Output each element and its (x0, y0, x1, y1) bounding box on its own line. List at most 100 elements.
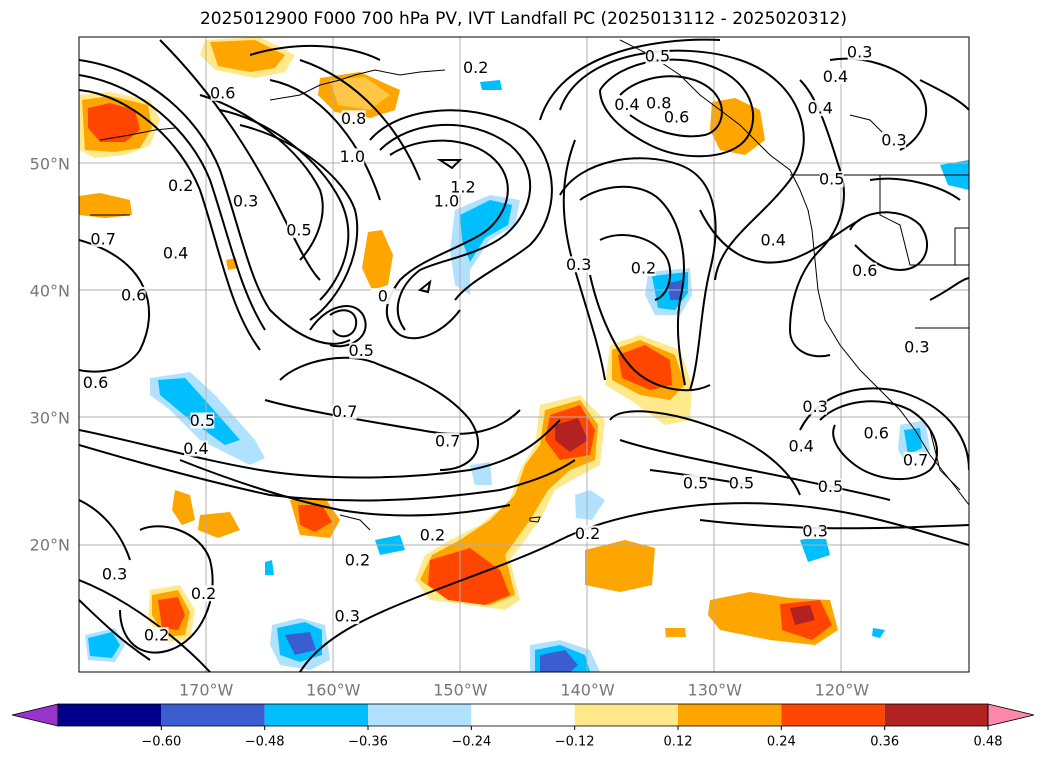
colorbar-tick-label: 0.48 (974, 735, 1003, 750)
contour-labels: 0.20.50.40.30.60.80.4 0.80.6 0.40.31.00.20… (83, 43, 930, 645)
longitude-labels: 170°W 160°W 150°W 140°W 130°W 120°W (179, 681, 869, 700)
contour-label-bg (210, 84, 235, 101)
contour-label-bg (614, 96, 639, 113)
colorbar-extend-high (987, 703, 1035, 727)
latitude-label: 40°N (30, 282, 70, 301)
contour-label: 0.5 (190, 411, 215, 430)
contour-label-bg (450, 178, 475, 195)
colorbar-segment (471, 704, 575, 726)
map-frame (78, 36, 970, 673)
longitude-label: 130°W (688, 681, 743, 700)
contour-label-bg (144, 627, 169, 644)
contour-label: 0.3 (904, 337, 929, 356)
map-title: 2025012900 F000 700 hPa PV, IVT Landfall… (199, 9, 847, 29)
contour-label-bg (434, 192, 459, 209)
colorbar-tick-label: 0.12 (664, 735, 693, 750)
colorbar-segment (264, 704, 368, 726)
latitude-label: 30°N (30, 409, 70, 428)
contour-label-bg (335, 608, 360, 625)
contour-label: 0.7 (903, 450, 928, 469)
longitude-label: 160°W (306, 681, 361, 700)
contour-label: 0.6 (210, 83, 235, 102)
contour-label-bg (163, 244, 188, 261)
contour-label: 0.5 (819, 170, 844, 189)
contour-label-bg (819, 171, 844, 188)
contour-label-bg (729, 474, 754, 491)
contour-label: 0.6 (121, 285, 146, 304)
contour-label: 0.6 (852, 261, 877, 280)
contour-label-bg (183, 440, 208, 457)
contour-label: 0.4 (614, 95, 639, 114)
contour-label-bg (818, 478, 843, 495)
contour-label: 0.2 (420, 525, 445, 544)
contour-label: 1.2 (450, 177, 475, 196)
contour-label-bg (575, 525, 600, 542)
contour-label-bg (803, 398, 828, 415)
contour-label: 1.0 (434, 191, 459, 210)
colorbar-tick-label: −0.48 (245, 735, 285, 750)
contour-label-bg (345, 552, 370, 569)
contour-label-bg (852, 262, 877, 279)
contour-label-bg (83, 374, 108, 391)
longitude-label: 170°W (179, 681, 234, 700)
coastlines (90, 39, 969, 531)
colorbar-frame (57, 703, 989, 727)
latitude-label: 20°N (30, 536, 70, 555)
contour-label: 0.2 (168, 176, 193, 195)
contour-label-bg (190, 412, 215, 429)
contour-label: 0.3 (802, 397, 827, 416)
contour-label-bg (881, 131, 906, 148)
contour-label: 0.4 (808, 99, 833, 118)
contour-label: 0.5 (645, 47, 670, 66)
colorbar: −0.60 −0.48 −0.36 −0.24 −0.12 0.12 0.24 0.36 0.4… (11, 703, 1035, 750)
contour-label: 0.7 (332, 402, 357, 421)
shading-negative (85, 80, 969, 672)
contour-label-bg (823, 68, 848, 85)
contour-label-bg (121, 286, 146, 303)
contour-label: 0.2 (144, 626, 169, 645)
contour-label-bg (341, 110, 366, 127)
contour-label: 0.6 (83, 373, 108, 392)
contour-label: 0 (378, 287, 388, 306)
colorbar-tick-label: −0.12 (555, 735, 595, 750)
colorbar-tick-label: −0.60 (141, 735, 181, 750)
contour-label: 0.2 (575, 524, 600, 543)
contour-label: 0.2 (345, 551, 370, 570)
contour-label-bg (761, 232, 786, 249)
contour-label-bg (463, 59, 488, 76)
contour-label: 0.4 (823, 67, 848, 86)
colorbar-segment (781, 704, 885, 726)
contour-label: 0.7 (435, 431, 460, 450)
contour-label-bg (286, 222, 311, 239)
colorbar-tick-label: 0.36 (870, 735, 899, 750)
contour-label: 0.4 (760, 231, 785, 250)
contour-label: 0.3 (233, 191, 258, 210)
colorbar-tick-label: −0.36 (348, 735, 388, 750)
colorbar-segment (58, 704, 162, 726)
map-plot-area: 0.20.50.40.30.60.80.4 0.80.6 0.40.31.00.20… (79, 37, 969, 672)
contour-label-bg (420, 526, 445, 543)
contour-label-bg (102, 566, 127, 583)
contour-label-bg (864, 425, 889, 442)
contour-label-bg (191, 585, 216, 602)
colorbar-segment (574, 704, 678, 726)
longitude-label: 140°W (560, 681, 615, 700)
contour-label: 0.3 (802, 522, 827, 541)
shading-positive (79, 37, 838, 645)
contour-label-bg (370, 288, 395, 305)
contour-label-bg (340, 148, 365, 165)
contour-label: 0.3 (847, 43, 872, 62)
longitude-label: 150°W (433, 681, 488, 700)
colorbar-segment (368, 704, 472, 726)
contour-label-bg (903, 451, 928, 468)
contour-label: 0.2 (631, 259, 656, 278)
contour-label-bg (904, 338, 929, 355)
contour-label: 0.5 (349, 341, 374, 360)
contour-label: 0.2 (191, 584, 216, 603)
contour-label-bg (233, 192, 258, 209)
colorbar-segment (161, 704, 265, 726)
contour-label: 0.3 (102, 565, 127, 584)
contour-label: 0.3 (335, 607, 360, 626)
contour-label: 0.6 (664, 108, 689, 127)
contour-label: 0.3 (881, 130, 906, 149)
